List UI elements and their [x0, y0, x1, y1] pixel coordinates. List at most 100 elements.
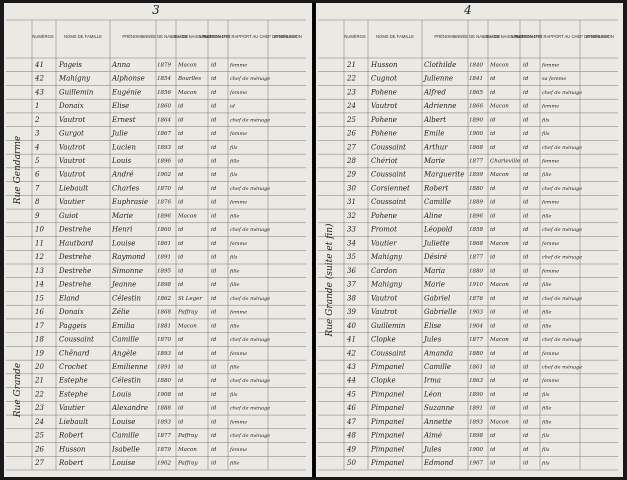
birthplace: id [490, 145, 496, 151]
birthplace: id [178, 268, 184, 274]
situation: chef de ménage [230, 116, 270, 123]
situation: femme [229, 351, 247, 357]
birth-year: 1854 [157, 76, 171, 82]
situation: femme [229, 241, 247, 247]
first-name: Marguerite [423, 171, 464, 179]
surname: Guiot [59, 212, 79, 220]
row-number: 26 [346, 130, 356, 138]
nationality: id [211, 241, 217, 247]
nationality: id [523, 172, 529, 178]
surname: Gurgot [59, 130, 84, 138]
row-number: 21 [34, 377, 44, 385]
first-name: Elise [423, 322, 441, 330]
first-name: Eugénie [111, 88, 141, 96]
nationality: id [523, 117, 529, 123]
birth-year: 1890 [469, 392, 483, 398]
situation: fille [541, 419, 552, 425]
row-number: 43 [346, 363, 356, 371]
birthplace: Macon [177, 213, 197, 219]
row-number: 38 [347, 294, 356, 302]
row-number: 23 [346, 88, 356, 96]
birthplace: Macon [489, 172, 509, 178]
birthplace: id [490, 255, 496, 261]
nationality: id [523, 433, 529, 439]
row-number: 19 [35, 349, 44, 357]
first-name: Zélie [111, 308, 130, 316]
column-header: SITUATION PAR RAPPORT AU CHEF DE MÉNAGE [511, 34, 610, 39]
row-number: 33 [347, 226, 356, 234]
birth-year: 1877 [469, 255, 483, 261]
first-name: Jeanne [110, 281, 136, 289]
street-name: Rue Gendarme [13, 136, 23, 205]
row-number: 8 [35, 198, 40, 206]
nationality: id [523, 447, 529, 453]
surname: Chênard [59, 349, 90, 357]
row-number: 32 [347, 212, 356, 220]
first-name: Robert [423, 184, 448, 192]
nationality: id [211, 323, 217, 329]
birth-year: 1870 [157, 186, 171, 192]
situation: fils [229, 145, 238, 151]
surname: Coussaint [371, 143, 406, 151]
row-number: 50 [347, 459, 356, 467]
surname: Estephe [58, 390, 88, 398]
right-page [316, 3, 623, 477]
row-number: 49 [346, 445, 356, 453]
surname: Destrehe [58, 267, 91, 275]
birthplace: id [178, 227, 184, 233]
nationality: id [523, 310, 529, 316]
nationality: id [211, 227, 217, 233]
surname: Pohene [370, 212, 397, 220]
row-number: 30 [347, 184, 356, 192]
surname: Vautrot [371, 294, 397, 302]
surname: Coussaint [371, 198, 406, 206]
column-header: ANNÉE DE NAISSANCE [454, 34, 501, 39]
nationality: id [211, 104, 217, 110]
row-number: 18 [35, 336, 44, 344]
birth-year: 1898 [157, 282, 171, 288]
situation: femme [541, 104, 559, 110]
birthplace: id [178, 351, 184, 357]
surname: Vautrot [371, 308, 397, 316]
first-name: Amanda [423, 349, 453, 357]
nationality: id [523, 378, 529, 384]
situation: femme [541, 268, 559, 274]
birthplace: id [490, 200, 496, 206]
situation: fille [229, 461, 240, 467]
birth-year: 1866 [469, 104, 483, 110]
column-header: NATIONALITÉ [203, 34, 230, 39]
situation: femme [541, 351, 559, 357]
first-name: Albert [423, 116, 446, 124]
situation: chef de ménage [230, 226, 270, 233]
first-name: Elise [111, 102, 129, 110]
birthplace: id [178, 145, 184, 151]
first-name: Aline [423, 212, 442, 220]
row-number: 39 [347, 308, 356, 316]
birth-year: 1889 [469, 200, 483, 206]
nationality: id [523, 392, 529, 398]
left-page [4, 3, 312, 477]
birth-year: 1876 [157, 200, 171, 206]
situation: femme [229, 419, 247, 425]
birthplace: id [178, 406, 184, 412]
row-number: 24 [34, 418, 44, 426]
birth-year: 1880 [469, 268, 483, 274]
row-number: 28 [346, 157, 356, 165]
row-number: 44 [346, 377, 356, 385]
surname: Crochet [59, 363, 87, 371]
nationality: id [523, 351, 529, 357]
birth-year: 1908 [157, 392, 171, 398]
nationality: id [523, 268, 529, 274]
surname: Promot [370, 226, 397, 234]
birthplace: id [490, 310, 496, 316]
row-number: 24 [346, 102, 356, 110]
birthplace: Macon [489, 62, 509, 68]
row-number: 31 [347, 198, 356, 206]
first-name: Marie [423, 157, 445, 165]
nationality: id [211, 90, 217, 96]
birth-year: 1891 [157, 365, 171, 371]
nationality: id [523, 159, 529, 165]
surname: Coussaint [59, 336, 94, 344]
birth-year: 1895 [157, 268, 171, 274]
nationality: id [211, 213, 217, 219]
